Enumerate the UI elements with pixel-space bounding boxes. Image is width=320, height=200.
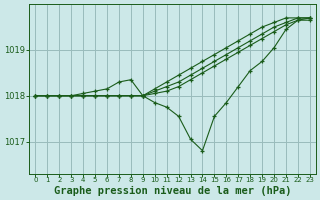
X-axis label: Graphe pression niveau de la mer (hPa): Graphe pression niveau de la mer (hPa) (54, 186, 292, 196)
